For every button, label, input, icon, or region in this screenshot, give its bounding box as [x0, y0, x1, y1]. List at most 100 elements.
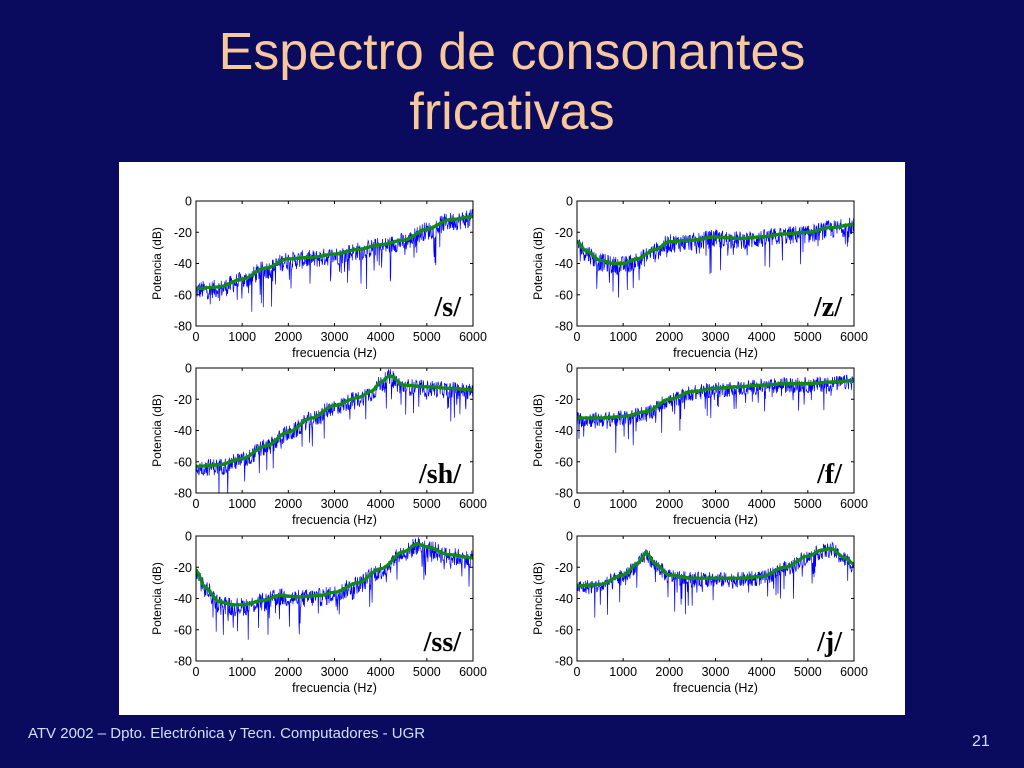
envelope-point: [351, 248, 355, 252]
x-tick-label: 2000: [655, 665, 683, 679]
envelope-point: [607, 260, 612, 265]
x-tick-label: 1000: [228, 330, 256, 344]
envelope-point: [579, 583, 584, 588]
envelope-point: [805, 554, 810, 559]
x-tick-label: 0: [574, 665, 581, 679]
envelope-point: [332, 252, 337, 256]
y-tick-label: -60: [174, 288, 192, 302]
envelope-point: [203, 286, 208, 290]
x-tick-label: 5000: [794, 330, 822, 344]
envelope-point: [434, 547, 438, 552]
x-tick-label: 4000: [748, 330, 776, 344]
envelope-point: [612, 576, 616, 581]
envelope-point: [443, 218, 448, 223]
envelope-point: [750, 235, 755, 240]
envelope-point: [810, 229, 815, 234]
envelope-point: [741, 576, 746, 580]
envelope-point: [672, 573, 676, 578]
envelope-point: [621, 573, 626, 577]
envelope-point: [466, 215, 471, 219]
envelope-point: [309, 594, 314, 598]
y-tick-label: -60: [174, 455, 192, 469]
envelope-point: [695, 237, 699, 242]
envelope-point: [727, 236, 732, 240]
envelope-point: [819, 380, 824, 385]
envelope-point: [406, 237, 411, 241]
envelope-point: [291, 594, 295, 599]
envelope-point: [681, 238, 686, 243]
envelope-point: [268, 442, 272, 447]
y-tick-label: -20: [174, 561, 192, 575]
envelope-point: [685, 576, 690, 580]
envelope-point: [272, 439, 277, 444]
envelope-point: [401, 383, 406, 388]
envelope-point: [240, 602, 245, 607]
envelope-point: [429, 545, 434, 550]
envelope-point: [736, 236, 741, 241]
envelope-point: [635, 562, 639, 566]
envelope-point: [374, 384, 378, 389]
y-axis-label: Potencia (dB): [531, 227, 545, 300]
envelope-point: [658, 401, 662, 406]
envelope-point: [805, 381, 810, 386]
envelope-point: [295, 425, 300, 429]
envelope-point: [415, 541, 420, 546]
envelope-point: [718, 386, 722, 391]
envelope-point: [254, 599, 258, 604]
raw-spectrum-line: [577, 217, 854, 298]
x-tick-label: 6000: [840, 665, 868, 679]
envelope-point: [690, 238, 695, 242]
envelope-point: [593, 416, 598, 420]
footer-text: ATV 2002 – Dpto. Electrónica y Tecn. Com…: [28, 725, 426, 742]
envelope-point: [750, 383, 755, 388]
y-tick-label: -80: [174, 487, 192, 501]
envelope-point: [226, 282, 231, 287]
envelope-point: [424, 545, 429, 549]
y-tick-label: -20: [174, 393, 192, 407]
y-tick-label: 0: [185, 530, 192, 544]
envelope-point: [461, 554, 466, 559]
envelope-point: [401, 238, 406, 242]
envelope-point: [235, 457, 240, 462]
envelope-point: [291, 428, 295, 433]
envelope-point: [341, 400, 346, 405]
envelope-point: [291, 256, 295, 261]
envelope-point: [778, 566, 782, 571]
envelope-point: [328, 252, 332, 257]
envelope-point: [272, 263, 277, 267]
envelope-point: [713, 386, 718, 391]
x-tick-label: 1000: [228, 665, 256, 679]
envelope-point: [226, 460, 231, 465]
envelope-point: [388, 560, 392, 565]
envelope-point: [258, 598, 263, 603]
envelope-point: [212, 596, 217, 600]
envelope-point: [782, 381, 787, 386]
envelope-point: [383, 242, 388, 247]
y-axis-label: Potencia (dB): [531, 562, 545, 635]
envelope-point: [602, 259, 607, 264]
envelope-point: [263, 266, 268, 271]
envelope-point: [304, 417, 309, 422]
subplot-2: 0 1000 2000 3000 4000 5000 6000 0 -20 -40 -60 -80 fr…: [150, 362, 487, 528]
x-tick-label: 2000: [655, 497, 683, 511]
envelope-point: [328, 591, 332, 595]
x-tick-label: 5000: [413, 497, 441, 511]
envelope-point: [639, 556, 644, 561]
y-tick-label: -80: [555, 487, 573, 501]
envelope-point: [773, 382, 778, 387]
envelope-point: [667, 573, 672, 577]
envelope-point: [759, 383, 764, 388]
y-tick-label: -20: [555, 561, 573, 575]
envelope-point: [630, 412, 635, 417]
envelope-point: [681, 392, 686, 397]
envelope-point: [378, 566, 383, 571]
envelope-point: [782, 565, 787, 570]
envelope-point: [625, 414, 630, 418]
phoneme-label: /j/: [816, 627, 843, 658]
envelope-point: [337, 589, 341, 594]
envelope-point: [649, 249, 653, 253]
x-tick-label: 5000: [413, 665, 441, 679]
envelope-point: [244, 602, 249, 607]
envelope-point: [787, 564, 792, 568]
envelope-point: [337, 251, 341, 256]
